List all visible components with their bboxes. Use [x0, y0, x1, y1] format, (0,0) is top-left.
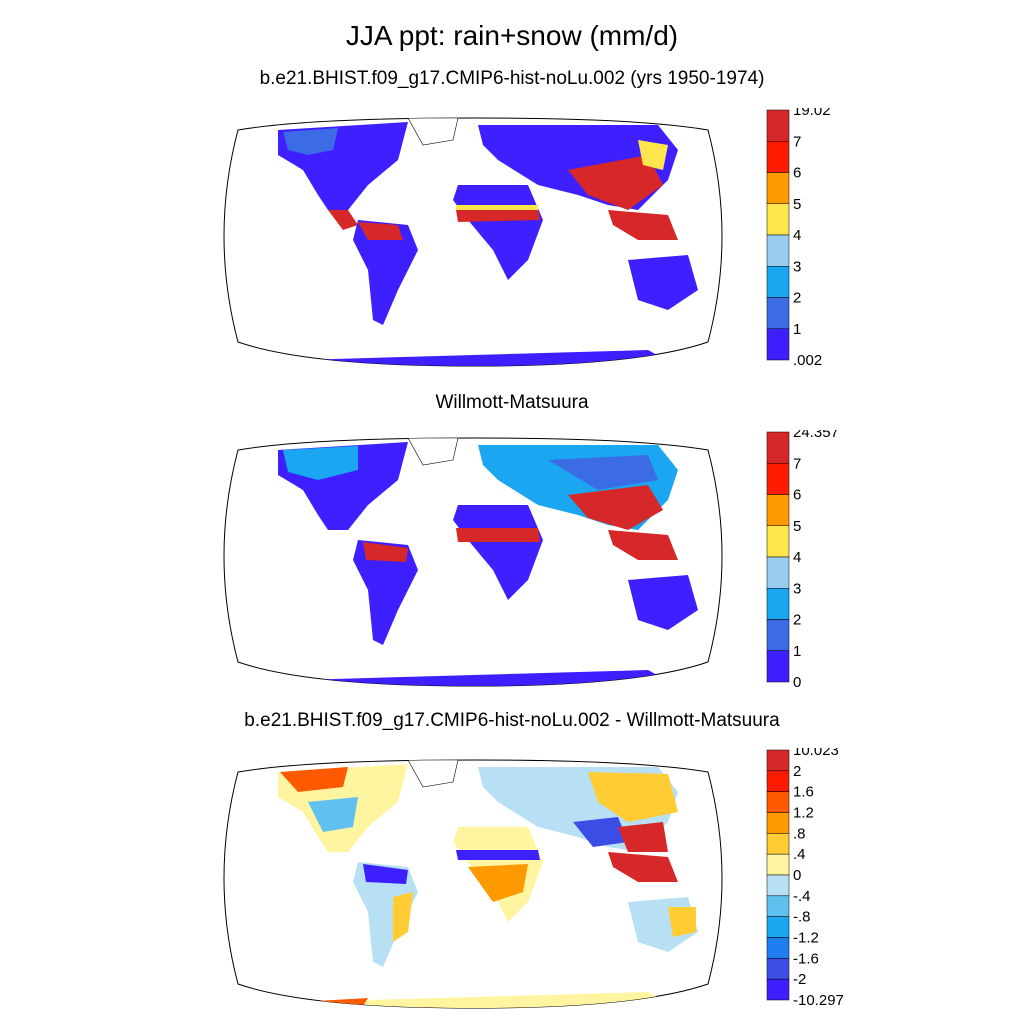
- region-central-america: [328, 210, 358, 230]
- colorbar-swatch: [766, 141, 790, 173]
- colorbar-swatch: [766, 588, 790, 620]
- colorbar-label: 3: [793, 258, 801, 275]
- colorbar-swatch: [766, 874, 790, 897]
- region-greenland: [407, 118, 459, 146]
- colorbar-swatch: [766, 556, 790, 589]
- colorbar-swatch: [766, 525, 790, 558]
- colorbar-swatch: [766, 109, 790, 142]
- colorbar-swatch: [766, 619, 790, 651]
- colorbar-label: 7: [793, 455, 801, 472]
- region-antarctica: [268, 992, 688, 1008]
- colorbar-swatch: [766, 916, 790, 938]
- region-greenland: [407, 760, 459, 788]
- colorbar-label: -10.297: [793, 992, 844, 1009]
- colorbar-label: 10.023: [793, 748, 839, 759]
- colorbar-swatch: [766, 749, 790, 772]
- colorbar-swatch: [766, 812, 790, 834]
- colorbar-diff: 10.023 2 1.6 1.2 .8 .4 0 -.4 -.8 -1.2 -1.6 -2 -10.29…: [765, 742, 875, 1023]
- colorbar-swatch: [766, 770, 790, 792]
- colorbar-swatch: [766, 833, 790, 855]
- colorbar-label: .4: [793, 846, 806, 863]
- colorbar-obs: 24.357 7 6 5 4 3 2 1 0: [765, 424, 875, 705]
- colorbar-label: 4: [793, 227, 801, 244]
- colorbar-label: -.4: [793, 888, 811, 905]
- region-australia: [628, 255, 698, 310]
- region-se-asia: [608, 210, 678, 240]
- colorbar-swatch: [766, 431, 790, 464]
- colorbar-label: 4: [793, 549, 801, 566]
- colorbar-swatch: [766, 266, 790, 298]
- region-south-america: [353, 540, 418, 645]
- colorbar-label: 1.6: [793, 784, 814, 801]
- colorbar-swatch: [766, 172, 790, 204]
- colorbar-model: 19.02 7 6 5 4 3 2 1 .002: [765, 102, 875, 383]
- colorbar-label: 2: [793, 763, 801, 780]
- colorbar-label: 6: [793, 165, 801, 182]
- colorbar-label: 0: [793, 867, 801, 884]
- colorbar-label: -2: [793, 971, 806, 988]
- region-antarctica: [268, 670, 688, 686]
- colorbar-label: 2: [793, 612, 801, 629]
- map-model-svg: [223, 117, 723, 367]
- colorbar-label: 19.02: [793, 108, 831, 119]
- colorbar-label: 3: [793, 580, 801, 597]
- panel-title-obs: Willmott-Matsuura: [435, 392, 589, 413]
- colorbar-swatch: [766, 937, 790, 959]
- colorbar-label: 5: [793, 518, 801, 535]
- colorbar-label: 2: [793, 290, 801, 307]
- region-se-asia: [608, 852, 678, 882]
- region-greenland: [407, 438, 459, 466]
- colorbar-swatch: [766, 463, 790, 495]
- colorbar-label: -.8: [793, 909, 811, 926]
- colorbar-label: -1.6: [793, 950, 819, 967]
- map-diff: [208, 742, 738, 1014]
- panel-title-model: b.e21.BHIST.f09_g17.CMIP6-hist-noLu.002 …: [259, 68, 765, 89]
- figure-title: JJA ppt: rain+snow (mm/d): [345, 20, 679, 51]
- colorbar-label: 6: [793, 487, 801, 504]
- colorbar-swatch: [766, 494, 790, 526]
- map-diff-svg: [223, 759, 723, 1009]
- panel-title-diff: b.e21.BHIST.f09_g17.CMIP6-hist-noLu.002 …: [244, 710, 780, 731]
- map-obs-svg: [223, 437, 723, 687]
- colorbar-swatch: [766, 791, 790, 813]
- region-south-america: [353, 220, 418, 325]
- colorbar-label: 1.2: [793, 805, 814, 822]
- colorbar-label: 7: [793, 133, 801, 150]
- colorbar-swatch: [766, 978, 790, 1001]
- colorbar-label: -1.2: [793, 930, 819, 947]
- map-obs: [208, 420, 738, 692]
- colorbar-swatch: [766, 203, 790, 236]
- colorbar-label: 24.357: [793, 430, 839, 441]
- region-south-america: [353, 862, 418, 967]
- region-australia: [628, 575, 698, 630]
- colorbar-swatch: [766, 650, 790, 683]
- region-se-asia: [608, 530, 678, 560]
- colorbar-swatch: [766, 297, 790, 329]
- colorbar-label: 1: [793, 321, 801, 338]
- colorbar-swatch: [766, 958, 790, 980]
- colorbar-swatch: [766, 328, 790, 361]
- colorbar-swatch: [766, 234, 790, 267]
- colorbar-label: .8: [793, 825, 806, 842]
- colorbar-label: 5: [793, 196, 801, 213]
- colorbar-swatch: [766, 853, 790, 876]
- region-antarctica: [268, 350, 688, 366]
- colorbar-label: .002: [793, 352, 822, 369]
- map-model: [208, 100, 738, 372]
- colorbar-label: 0: [793, 674, 801, 691]
- colorbar-swatch: [766, 895, 790, 917]
- colorbar-label: 1: [793, 643, 801, 660]
